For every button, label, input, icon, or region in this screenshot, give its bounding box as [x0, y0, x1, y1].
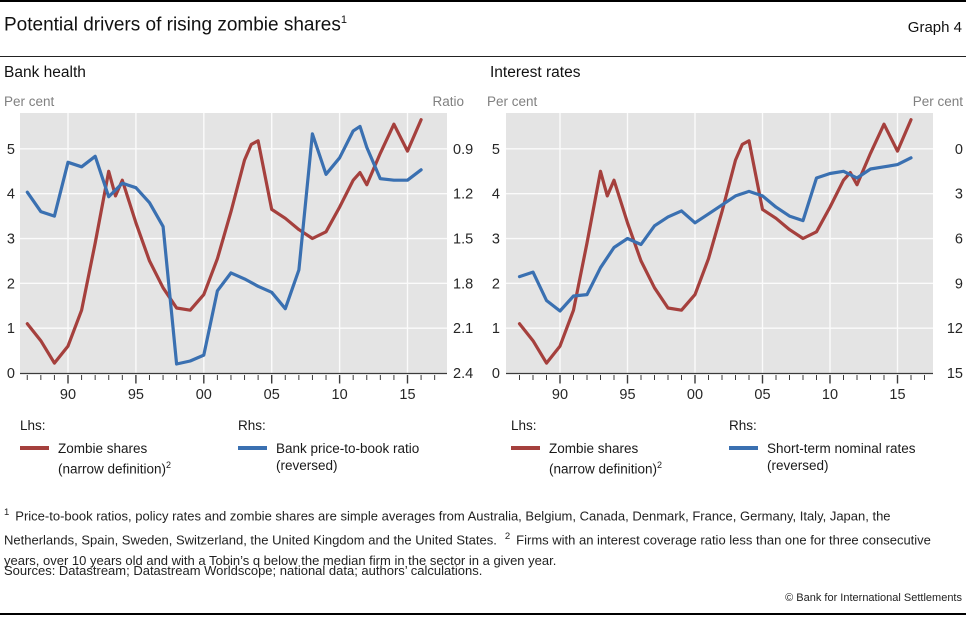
- footnote-1-marker: 1: [4, 507, 10, 518]
- plot-area: [20, 113, 447, 373]
- y-right-tick-label: 0.9: [453, 142, 473, 158]
- y-left-tick-label: 1: [492, 321, 500, 337]
- copyright-notice: © Bank for International Settlements: [785, 592, 962, 604]
- bank-price-to-book-line: [25, 124, 423, 366]
- y-right-tick-label: 1.8: [453, 276, 473, 292]
- y-right-tick-label: 1.5: [453, 232, 473, 248]
- y-right-axis-unit: Ratio: [432, 95, 464, 109]
- legend-rhs-group: Rhs: Bank price-to-book ratio (reversed): [238, 417, 419, 478]
- plot-area: [506, 113, 933, 373]
- top-rule: [0, 0, 966, 2]
- y-left-tick-label: 5: [7, 142, 15, 158]
- y-left-tick-label: 2: [492, 276, 500, 292]
- x-tick-label: 15: [399, 387, 415, 403]
- x-tick-label: 00: [687, 387, 703, 403]
- sources-line: Sources: Datastream; Datastream Worldsco…: [4, 563, 483, 578]
- short-term-rates-swatch: [729, 446, 758, 450]
- y-right-tick-label: 0: [955, 142, 963, 158]
- y-left-tick-label: 1: [7, 321, 15, 337]
- y-left-tick-label: 0: [7, 366, 15, 382]
- y-left-tick-label: 3: [7, 232, 15, 248]
- y-left-tick-label: 4: [492, 187, 500, 203]
- page-title-footnote-marker: 1: [340, 14, 347, 26]
- y-left-axis-unit: Per cent: [487, 95, 538, 109]
- zombie-shares-swatch: [511, 446, 540, 450]
- footnote-1-text: Price-to-book ratios, policy rates and z…: [4, 508, 891, 548]
- y-left-tick-label: 4: [7, 187, 15, 203]
- legend-entry-zombie-shares: Zombie shares (narrow definition)2: [549, 441, 663, 477]
- x-tick-label: 95: [619, 387, 635, 403]
- x-tick-label: 10: [822, 387, 838, 403]
- graph-number-label: Graph 4: [907, 19, 962, 37]
- header: Potential drivers of rising zombie share…: [4, 14, 962, 36]
- zombie-shares-swatch: [20, 446, 49, 450]
- legend-entry-price-to-book: Bank price-to-book ratio (reversed): [276, 441, 420, 473]
- x-tick-label: 15: [889, 387, 905, 403]
- legend-bank-health: Lhs: Zombie shares (narrow definition)2 …: [20, 417, 460, 478]
- legend-rhs-label: Rhs:: [238, 418, 266, 433]
- y-right-tick-label: 6: [955, 232, 963, 248]
- legend-rhs-label: Rhs:: [729, 418, 757, 433]
- x-tick-label: 90: [60, 387, 76, 403]
- legend-lhs-label: Lhs:: [511, 418, 537, 433]
- y-left-tick-label: 3: [492, 232, 500, 248]
- legend-lhs-group: Lhs: Zombie shares (narrow definition)2: [511, 417, 729, 478]
- legend-interest-rates: Lhs: Zombie shares (narrow definition)2 …: [511, 417, 951, 478]
- y-left-tick-label: 5: [492, 142, 500, 158]
- bank-health-chart: Per cent Ratio 90 95 00 05 10 15 0 1 2 3 4 5 2.4 2.1 1.8…: [4, 95, 473, 403]
- y-right-tick-label: 12: [947, 321, 963, 337]
- price-to-book-swatch: [238, 446, 267, 450]
- footnote-2-marker: 2: [504, 530, 511, 542]
- x-tick-label: 90: [552, 387, 568, 403]
- x-tick-label: 95: [128, 387, 144, 403]
- zombie-shares-line: [25, 118, 423, 365]
- legend-lhs-group: Lhs: Zombie shares (narrow definition)2: [20, 417, 238, 478]
- bottom-rule: [0, 613, 966, 615]
- y-right-tick-label: 3: [955, 187, 963, 203]
- y-left-tick-label: 0: [492, 366, 500, 382]
- header-divider: [0, 56, 966, 57]
- x-tick-label: 05: [754, 387, 770, 403]
- legend-entry-zombie-shares: Zombie shares (narrow definition)2: [58, 441, 172, 477]
- x-tick-label: 00: [196, 387, 212, 403]
- x-tick-label: 05: [264, 387, 280, 403]
- y-right-axis-unit: Per cent: [913, 95, 964, 109]
- y-left-axis-unit: Per cent: [4, 95, 55, 109]
- page-title: Potential drivers of rising zombie share…: [4, 14, 347, 36]
- panel-title-interest-rates: Interest rates: [490, 64, 581, 81]
- legend-lhs-label: Lhs:: [20, 418, 46, 433]
- footnote-2-text: Firms with an interest coverage ratio le…: [4, 532, 931, 568]
- y-right-tick-label: 2.4: [453, 366, 473, 382]
- legend-entry-short-term-rates: Short-term nominal rates (reversed): [767, 441, 916, 473]
- y-right-tick-label: 15: [947, 366, 963, 382]
- legend-rhs-group: Rhs: Short-term nominal rates (reversed): [729, 417, 916, 478]
- x-tick-label: 10: [332, 387, 348, 403]
- short-term-rates-line: [517, 156, 913, 313]
- y-right-tick-label: 9: [955, 276, 963, 292]
- panel-title-bank-health: Bank health: [4, 64, 86, 81]
- y-right-tick-label: 2.1: [453, 321, 473, 337]
- page-title-text: Potential drivers of rising zombie share…: [4, 14, 341, 36]
- footnotes: 1 Price-to-book ratios, policy rates and …: [4, 503, 962, 571]
- y-right-tick-label: 1.2: [453, 187, 473, 203]
- y-left-tick-label: 2: [7, 276, 15, 292]
